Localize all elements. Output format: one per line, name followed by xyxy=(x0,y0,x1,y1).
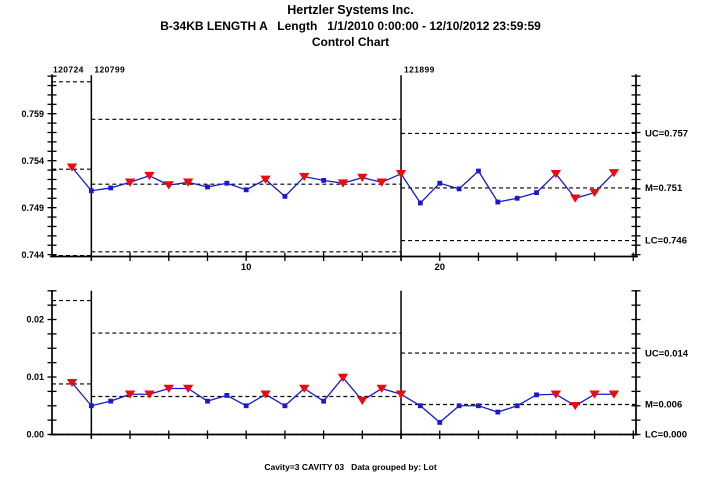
lot-label: 120799 xyxy=(94,65,125,75)
data-point[interactable] xyxy=(321,398,327,404)
data-point[interactable] xyxy=(534,190,539,196)
data-point-flagged[interactable] xyxy=(337,179,349,188)
data-point-flagged[interactable] xyxy=(163,181,174,190)
footer-grouping-info: Cavity=3 CAVITY 03 Data grouped by: Lot xyxy=(264,462,437,472)
lot-label: 120724 xyxy=(53,65,84,75)
company-title: Hertzler Systems Inc. xyxy=(287,3,414,17)
data-point-flagged[interactable] xyxy=(299,384,310,393)
control-limit-label: UC=0.014 xyxy=(645,348,689,359)
data-point[interactable] xyxy=(476,403,481,409)
chart-type-title: Control Chart xyxy=(311,35,390,49)
data-point[interactable] xyxy=(437,180,443,186)
data-point[interactable] xyxy=(205,398,210,404)
data-point-flagged[interactable] xyxy=(124,178,136,187)
data-point[interactable] xyxy=(282,193,288,199)
data-point[interactable] xyxy=(243,187,249,193)
data-point[interactable] xyxy=(243,403,249,409)
data-point-flagged[interactable] xyxy=(357,396,368,405)
data-point[interactable] xyxy=(282,403,288,409)
data-point-flagged[interactable] xyxy=(124,390,136,399)
data-point-flagged[interactable] xyxy=(395,170,407,179)
data-point[interactable] xyxy=(456,186,462,192)
data-point[interactable] xyxy=(514,403,520,409)
data-point-flagged[interactable] xyxy=(66,378,78,388)
data-point-flagged[interactable] xyxy=(589,188,600,198)
data-point[interactable] xyxy=(534,392,539,398)
data-point[interactable] xyxy=(321,178,327,183)
lot-label: 121899 xyxy=(404,65,435,75)
data-point-flagged[interactable] xyxy=(66,163,78,172)
data-point-flagged[interactable] xyxy=(550,170,562,179)
data-point-flagged[interactable] xyxy=(570,194,581,203)
data-point-flagged[interactable] xyxy=(144,171,155,181)
data-point[interactable] xyxy=(476,168,481,174)
x-axis-label: 20 xyxy=(434,262,445,273)
data-point-flagged[interactable] xyxy=(395,390,407,399)
data-point-flagged[interactable] xyxy=(608,169,620,178)
data-point[interactable] xyxy=(108,398,114,404)
data-point-flagged[interactable] xyxy=(163,384,174,393)
data-point-flagged[interactable] xyxy=(589,390,600,399)
data-point[interactable] xyxy=(224,180,230,186)
y-axis-label: 0.759 xyxy=(21,109,44,119)
control-limit-label: LC=0.746 xyxy=(645,236,687,247)
data-point-flagged[interactable] xyxy=(260,390,271,399)
data-point[interactable] xyxy=(514,195,520,201)
range-chart: 0.02 0.01 0.00 UC=0.014 M=0.006 LC=0.000 xyxy=(26,289,689,441)
x-axis-label: 10 xyxy=(241,262,252,273)
data-point-flagged[interactable] xyxy=(337,373,349,382)
data-point[interactable] xyxy=(88,403,94,409)
y-axis-label: 0.00 xyxy=(26,430,44,440)
data-point-flagged[interactable] xyxy=(608,390,620,399)
data-point-flagged[interactable] xyxy=(182,384,194,393)
y-axis-label: 0.754 xyxy=(21,156,44,166)
data-point[interactable] xyxy=(417,200,423,206)
y-axis-label: 0.749 xyxy=(21,203,44,213)
data-point[interactable] xyxy=(437,420,443,425)
data-point[interactable] xyxy=(417,403,423,409)
chart-subtitle: B-34KB LENGTH A Length 1/1/2010 0:00:00 … xyxy=(160,19,541,33)
y-axis-label: 0.744 xyxy=(21,250,44,260)
data-point[interactable] xyxy=(495,199,501,205)
data-point[interactable] xyxy=(456,403,462,409)
y-axis-label: 0.02 xyxy=(26,315,44,325)
range-series-line xyxy=(71,376,614,424)
data-point[interactable] xyxy=(495,409,501,415)
data-point-flagged[interactable] xyxy=(376,178,387,187)
data-point-flagged[interactable] xyxy=(299,172,310,182)
control-limit-label: M=0.751 xyxy=(645,183,683,194)
data-point-flagged[interactable] xyxy=(182,178,194,187)
data-point[interactable] xyxy=(108,185,114,191)
data-point-flagged[interactable] xyxy=(376,384,387,393)
data-point-flagged[interactable] xyxy=(570,401,581,411)
data-point-flagged[interactable] xyxy=(144,390,155,399)
control-limit-label: LC=0.000 xyxy=(645,430,687,441)
xbar-chart: 120724 120799 121899 0.759 0.754 0.749 0.744 UC… xyxy=(21,65,688,274)
data-point[interactable] xyxy=(205,184,210,190)
data-point[interactable] xyxy=(224,393,230,398)
control-limit-label: UC=0.757 xyxy=(645,129,688,140)
data-point-flagged[interactable] xyxy=(260,175,271,184)
data-point-flagged[interactable] xyxy=(357,173,368,182)
data-point[interactable] xyxy=(88,188,94,194)
control-limit-label: M=0.006 xyxy=(645,400,682,411)
data-point-flagged[interactable] xyxy=(550,390,562,399)
y-axis-label: 0.01 xyxy=(26,372,44,382)
